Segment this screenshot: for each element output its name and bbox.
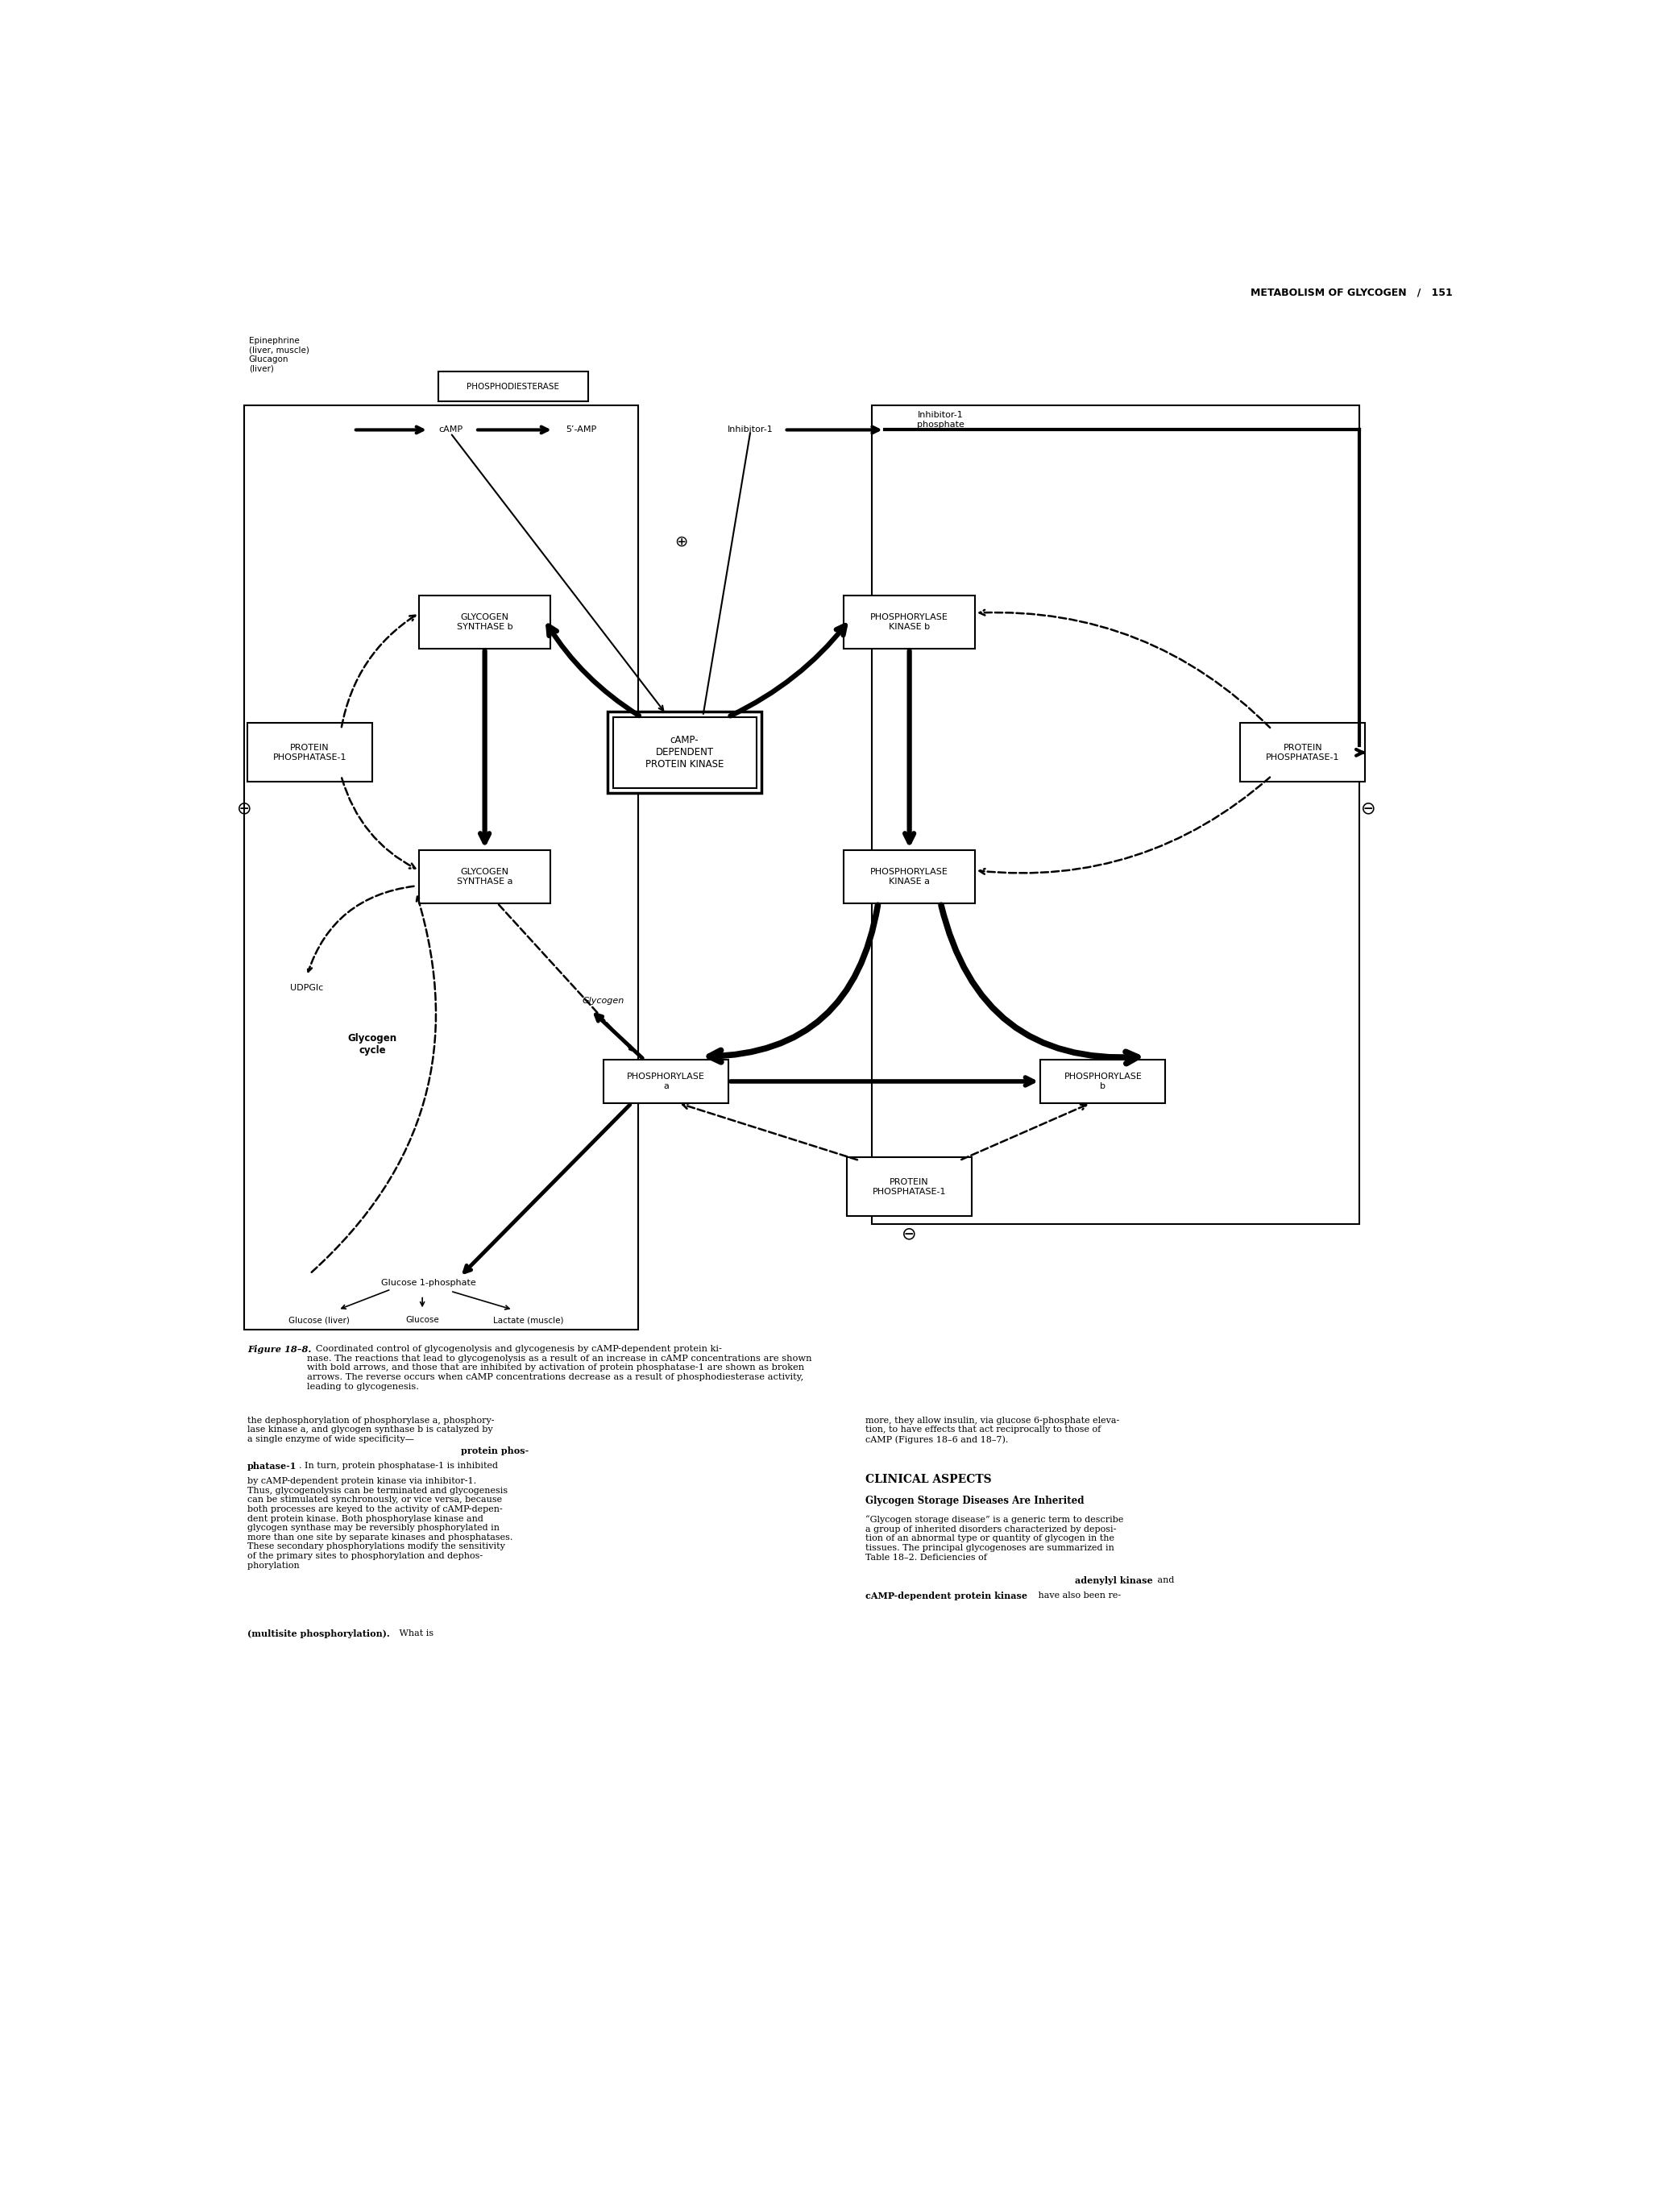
Text: cAMP-
DEPENDENT
PROTEIN KINASE: cAMP- DEPENDENT PROTEIN KINASE [645, 734, 724, 770]
Text: adenylyl kinase: adenylyl kinase [1075, 1577, 1152, 1586]
Text: PROTEIN
PHOSPHATASE-1: PROTEIN PHOSPHATASE-1 [1267, 743, 1339, 761]
Text: PHOSPHORYLASE
KINASE a: PHOSPHORYLASE KINASE a [870, 867, 949, 885]
Text: PHOSPHORYLASE
a: PHOSPHORYLASE a [627, 1073, 706, 1091]
Text: by cAMP-dependent protein kinase via inhibitor-1.
Thus, glycogenolysis can be te: by cAMP-dependent protein kinase via inh… [247, 1478, 512, 1571]
Text: more, they allow insulin, via glucose 6-phosphate eleva-
tion, to have effects t: more, they allow insulin, via glucose 6-… [865, 1416, 1119, 1444]
Text: “Glycogen storage disease” is a generic term to describe
a group of inherited di: “Glycogen storage disease” is a generic … [865, 1515, 1124, 1562]
Text: ⊖: ⊖ [237, 801, 252, 816]
Text: UDPGlc: UDPGlc [291, 984, 324, 993]
FancyBboxPatch shape [247, 723, 373, 783]
Text: Glucose 1-phosphate: Glucose 1-phosphate [381, 1279, 475, 1287]
Text: What is: What is [396, 1630, 433, 1637]
FancyBboxPatch shape [438, 372, 588, 400]
Text: Glycogen: Glycogen [583, 998, 625, 1004]
FancyBboxPatch shape [843, 849, 974, 902]
Text: ⊕: ⊕ [675, 533, 689, 549]
FancyBboxPatch shape [613, 717, 756, 787]
Text: Glucose (liver): Glucose (liver) [289, 1316, 349, 1325]
Text: Inhibitor-1: Inhibitor-1 [727, 427, 773, 434]
FancyBboxPatch shape [608, 712, 761, 794]
FancyBboxPatch shape [1040, 1060, 1166, 1104]
Text: ⊖: ⊖ [1361, 801, 1376, 816]
Text: Glucose: Glucose [405, 1316, 438, 1325]
Text: 5’-AMP: 5’-AMP [566, 427, 596, 434]
Text: Inhibitor-1
phosphate: Inhibitor-1 phosphate [917, 411, 964, 429]
Text: PHOSPHORYLASE
b: PHOSPHORYLASE b [1063, 1073, 1142, 1091]
Text: PROTEIN
PHOSPHATASE-1: PROTEIN PHOSPHATASE-1 [872, 1179, 946, 1194]
Text: PHOSPHODIESTERASE: PHOSPHODIESTERASE [467, 383, 559, 392]
Text: PHOSPHORYLASE
KINASE b: PHOSPHORYLASE KINASE b [870, 613, 949, 630]
FancyBboxPatch shape [1240, 723, 1366, 783]
Text: cAMP: cAMP [438, 427, 462, 434]
Text: . In turn, protein phosphatase-1 is inhibited: . In turn, protein phosphatase-1 is inhi… [299, 1462, 497, 1471]
Text: the dephosphorylation of phosphorylase a, phosphory-
lase kinase a, and glycogen: the dephosphorylation of phosphorylase a… [247, 1416, 494, 1442]
Text: PROTEIN
PHOSPHATASE-1: PROTEIN PHOSPHATASE-1 [274, 743, 346, 761]
Text: GLYCOGEN
SYNTHASE a: GLYCOGEN SYNTHASE a [457, 867, 512, 885]
FancyBboxPatch shape [847, 1157, 971, 1217]
Text: Coordinated control of glycogenolysis and glycogenesis by cAMP-dependent protein: Coordinated control of glycogenolysis an… [307, 1345, 811, 1391]
Text: Glycogen Storage Diseases Are Inherited: Glycogen Storage Diseases Are Inherited [865, 1495, 1085, 1506]
Text: Figure 18–8.: Figure 18–8. [247, 1345, 311, 1354]
Text: CLINICAL ASPECTS: CLINICAL ASPECTS [865, 1473, 991, 1486]
FancyBboxPatch shape [603, 1060, 729, 1104]
Text: (multisite phosphorylation).: (multisite phosphorylation). [247, 1630, 390, 1639]
Text: ⊖: ⊖ [902, 1225, 917, 1241]
Text: GLYCOGEN
SYNTHASE b: GLYCOGEN SYNTHASE b [457, 613, 512, 630]
FancyBboxPatch shape [843, 595, 974, 648]
Text: have also been re-: have also been re- [1035, 1590, 1121, 1599]
Text: Lactate (muscle): Lactate (muscle) [494, 1316, 564, 1325]
FancyBboxPatch shape [420, 595, 551, 648]
Text: protein phos-: protein phos- [460, 1447, 529, 1455]
Text: Epinephrine
(liver, muscle)
Glucagon
(liver): Epinephrine (liver, muscle) Glucagon (li… [249, 336, 309, 374]
Text: Glycogen
cycle: Glycogen cycle [348, 1033, 396, 1055]
Text: METABOLISM OF GLYCOGEN   /   151: METABOLISM OF GLYCOGEN / 151 [1250, 288, 1453, 299]
Text: phatase-1: phatase-1 [247, 1462, 297, 1471]
Text: and: and [1154, 1577, 1174, 1584]
FancyBboxPatch shape [420, 849, 551, 902]
Text: cAMP-dependent protein kinase: cAMP-dependent protein kinase [865, 1590, 1028, 1599]
